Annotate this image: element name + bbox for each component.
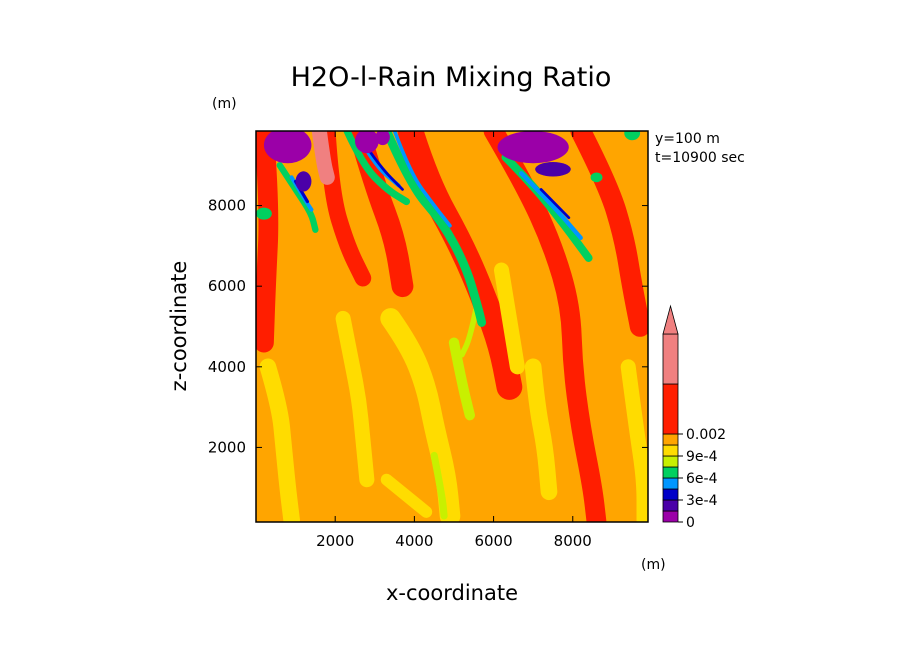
field-blob-7 [256,207,272,220]
field-band-2 [348,131,414,298]
field-blob-2 [354,131,379,154]
colorbar-extend-arrow [662,304,679,335]
y-tick-label-2: 6000 [208,277,246,295]
colorbar-swatch-5 [662,455,679,468]
colorbar-swatch-2 [662,488,679,501]
field-band-21 [392,131,452,228]
x-tick-label-1: 4000 [395,532,433,550]
field-band-13 [448,337,475,421]
field-band-9 [380,308,461,522]
field-band-14 [430,451,448,520]
x-tick-label-3: 8000 [554,532,592,550]
colorbar-swatch-9 [662,333,679,385]
field-band-7 [259,358,300,522]
y-axis-title: z-coordinate [167,261,191,392]
slice-annotation: y=100 m [655,131,720,147]
field-band-18 [276,162,319,233]
field-blob-3 [375,131,390,146]
y-unit-label: (m) [212,96,237,112]
field-band-12 [380,473,433,518]
plot-frame [255,130,649,523]
x-tick-label-0: 2000 [316,532,354,550]
colorbar-swatch-4 [662,466,679,479]
colorbar-label-4: 0.002 [686,427,726,443]
colorbar-label-2: 6e-4 [686,471,718,487]
x-axis-ticks: 2000 4000 6000 8000 [316,131,592,550]
field-blob-6 [624,131,641,141]
field-band-17 [459,307,479,358]
field-band-0 [256,131,279,353]
y-tick-label-3: 8000 [208,197,246,215]
colorbar-swatch-0 [662,510,679,523]
y-axis-ticks: 2000 4000 6000 8000 [208,197,648,456]
field-blob-8 [590,172,603,183]
field-blob-1 [295,171,312,192]
field-band-10 [493,262,525,375]
colorbar-swatch-7 [662,433,679,446]
time-annotation: t=10900 sec [655,150,745,166]
field-band-27 [539,188,571,220]
colorbar: 0 3e-4 6e-4 9e-4 0.002 [662,304,726,531]
colorbar-label-1: 3e-4 [686,493,718,509]
field-band-15 [620,359,648,522]
y-tick-label-1: 4000 [208,358,246,376]
field-band-6 [311,131,335,185]
x-axis-title: x-coordinate [386,581,518,605]
plot-area [256,131,648,522]
field-band-24 [519,171,583,240]
colorbar-swatch-8 [662,383,679,435]
field-blob-0 [263,131,312,164]
field-band-3 [397,131,523,400]
field-band-19 [343,131,411,206]
colorbar-swatch-6 [662,444,679,457]
colorbar-swatch-3 [662,477,679,490]
field-band-8 [335,310,375,488]
y-tick-label-0: 2000 [208,438,246,456]
chart-title: H2O-l-Rain Mixing Ratio [291,62,612,93]
field-band-5 [570,131,648,337]
x-unit-label: (m) [641,557,666,573]
field-blob-5 [535,162,571,177]
colorbar-label-0: 0 [686,515,695,531]
field-blob-4 [497,131,569,164]
colorbar-label-3: 9e-4 [686,449,718,465]
field-band-16 [382,131,487,327]
x-tick-label-2: 6000 [474,532,512,550]
field-band-4 [483,131,607,522]
colorbar-swatch-1 [662,499,679,512]
field-band-11 [524,358,558,501]
